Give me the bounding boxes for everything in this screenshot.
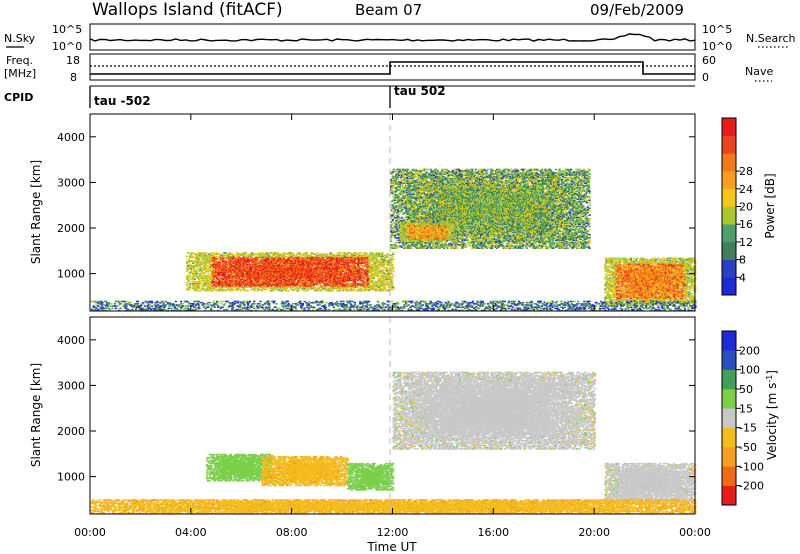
beam-title: Beam 07 [355,1,422,19]
freq-tick-bottom: 8 [70,71,77,84]
nsearch-label: N.Search [746,32,796,45]
noise-sky-line [90,34,695,41]
power-cell [198,286,200,288]
freq-line [90,62,695,74]
cpid-segment-2: tau 502 [394,84,446,98]
power-cell [321,285,323,287]
power-cell [336,290,338,292]
freq-tick-top: 18 [66,54,80,67]
nave-label: Nave [745,65,773,78]
power-cell [330,252,332,254]
power-cell [186,256,188,258]
noise-tick-top-right: 10^5 [702,23,732,36]
power-cell [208,273,210,275]
power-cell [189,283,191,285]
cpid-label: CPID [4,91,33,104]
noise-tick-top-left: 10^5 [52,23,82,36]
power-cell [255,288,257,290]
power-cell [199,280,201,282]
date-title: 09/Feb/2009 [590,1,684,19]
nave-tick-bottom: 0 [702,71,709,84]
power-cell [216,256,218,258]
power-cell [316,252,318,254]
power-cell [196,270,198,272]
power-cell [188,278,190,280]
noise-tick-bottom-left: 10^0 [52,40,82,53]
power-cell [306,252,308,254]
power-cell [188,252,190,254]
power-cell [353,290,355,292]
cpid-segment-1: tau -502 [94,94,151,108]
power-cell [316,284,318,286]
power-cell [188,274,190,276]
power-cell [254,290,256,292]
power-cell [347,255,349,257]
power-cell [189,285,191,287]
power-cell [217,258,219,260]
power-cell [325,288,327,290]
power-cell [189,276,191,278]
power-cell [245,252,247,254]
power-cell [339,252,341,254]
power-cell [194,278,196,280]
noise-strip: N.Sky 10^5 10^0 10^5 10^0 N.Search [4,23,796,53]
cpid-strip: CPID tau -502 tau 502 [4,84,695,108]
power-cell [361,288,363,290]
power-cell [192,256,194,258]
power-cell [360,252,362,254]
nave-tick-top: 60 [702,54,716,67]
freq-unit-label: [MHz] [4,67,36,80]
power-cell [200,282,202,284]
freq-label: Freq. [6,54,33,67]
power-cell [288,290,290,292]
power-cell [247,290,249,292]
nsky-label: N.Sky [4,32,36,45]
power-cell [266,289,268,291]
power-cell [299,252,301,254]
power-cell [217,253,219,255]
power-cell [205,252,207,254]
power-cell [186,284,188,286]
freq-strip: Freq. [MHz] 18 8 60 0 Nave [4,54,773,84]
station-title: Wallops Island (fitACF) [92,0,283,20]
power-cell [286,290,288,292]
power-cell [256,253,258,255]
power-cell [357,286,359,288]
power-cell [196,290,198,292]
power-cell [293,253,295,255]
noise-tick-bottom-right: 10^0 [702,40,732,53]
power-region-0 [186,252,395,291]
power-cell [219,262,221,264]
